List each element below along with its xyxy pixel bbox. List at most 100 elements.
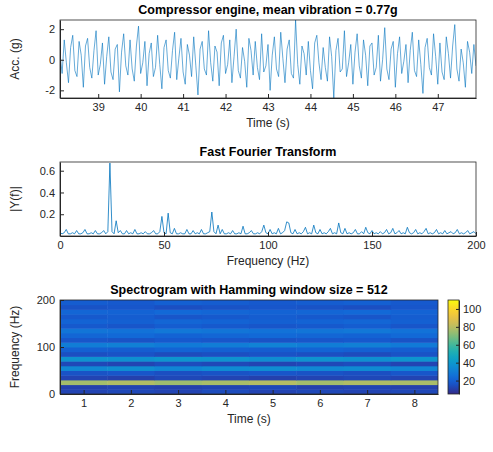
heatmap-cell: [344, 319, 392, 324]
heatmap-cell: [107, 305, 155, 310]
heatmap-cell: [155, 333, 203, 338]
heatmap-cell: [296, 361, 344, 366]
heatmap-cell: [249, 375, 297, 380]
y-tick-mark: [60, 29, 64, 30]
heatmap-cell: [107, 324, 155, 329]
x-axis-line: [61, 236, 477, 237]
x-axis-title: Frequency (Hz): [227, 254, 310, 268]
x-tick: 7: [365, 390, 371, 409]
y-tick-label: 0.4: [40, 186, 55, 198]
heatmap-cell: [202, 385, 250, 390]
heatmap-cell: [107, 366, 155, 371]
y-tick-label: 0: [49, 388, 55, 400]
heatmap-cell: [296, 366, 344, 371]
y-tick: 200: [37, 294, 64, 306]
x-tick-mark: [164, 232, 165, 236]
heatmap-cell: [391, 333, 438, 338]
heatmap-cell: [344, 347, 392, 352]
heatmap-cell: [344, 356, 392, 361]
x-tick-mark: [395, 94, 396, 98]
heatmap-cell: [107, 342, 155, 347]
heatmap-cell: [296, 371, 344, 376]
x-axis-line: [61, 394, 439, 395]
x-tick-label: 39: [93, 101, 105, 113]
chart-title: Compressor engine, mean vibration = 0.77…: [138, 3, 397, 17]
heatmap-cell: [344, 352, 392, 357]
x-tick: 45: [347, 94, 359, 113]
colorbar-tick-label: 40: [463, 357, 475, 369]
x-tick-label: 6: [317, 397, 323, 409]
plot-frame: [60, 20, 476, 98]
x-tick-mark: [225, 390, 226, 394]
heatmap-cell: [202, 375, 250, 380]
x-axis: 050100150200: [57, 232, 485, 251]
heatmap-cell: [155, 371, 203, 376]
heatmap-cell: [202, 389, 250, 394]
heatmap-cell: [344, 305, 392, 310]
heatmap-cell: [60, 305, 108, 310]
heatmap-cell: [60, 356, 108, 361]
y-axis-line: [60, 21, 61, 99]
colorbar-tick-mark: [456, 345, 459, 346]
heatmap-cell: [296, 338, 344, 343]
heatmap-cell: [296, 319, 344, 324]
heatmap-cell: [60, 389, 108, 394]
plot-frame: [60, 300, 438, 394]
heatmap-cell: [344, 389, 392, 394]
x-tick-label: 46: [390, 101, 402, 113]
heatmap-cell: [107, 361, 155, 366]
heatmap-cell: [391, 366, 438, 371]
x-tick: 3: [176, 390, 182, 409]
colorbar-tick-mark: [456, 327, 459, 328]
x-tick-label: 5: [270, 397, 276, 409]
heatmap-cell: [296, 305, 344, 310]
x-tick: 50: [158, 232, 170, 251]
heatmap-cell: [391, 356, 438, 361]
x-tick-mark: [98, 94, 99, 98]
x-tick: 39: [93, 94, 105, 113]
y-tick: 0: [49, 388, 64, 400]
x-tick: 40: [135, 94, 147, 113]
y-axis: 0 100 200: [37, 294, 64, 400]
heatmap-cell: [296, 333, 344, 338]
x-tick: 41: [177, 94, 189, 113]
x-tick-mark: [226, 94, 227, 98]
x-tick-mark: [414, 390, 415, 394]
plot-frame: [60, 162, 476, 236]
heatmap-cell: [249, 380, 297, 385]
y-tick-mark: [60, 90, 64, 91]
heatmap-cell: [202, 371, 250, 376]
x-axis-title: Time (s): [227, 412, 271, 426]
heatmap-cell: [249, 356, 297, 361]
x-tick-mark: [438, 94, 439, 98]
heatmap-cell: [202, 352, 250, 357]
heatmap-cell: [391, 328, 438, 333]
heatmap-cell: [60, 333, 108, 338]
heatmap-cell: [391, 347, 438, 352]
x-tick-label: 42: [220, 101, 232, 113]
y-tick-label: 100: [37, 341, 55, 353]
x-tick-label: 50: [158, 239, 170, 251]
heatmap-cell: [60, 361, 108, 366]
heatmap-cell: [107, 333, 155, 338]
heatmap-cell: [155, 305, 203, 310]
heatmap-cell: [391, 309, 438, 314]
x-tick-label: 200: [467, 239, 485, 251]
x-tick-mark: [273, 390, 274, 394]
heatmap-cell: [155, 342, 203, 347]
x-tick: 44: [305, 94, 317, 113]
heatmap-cell: [391, 352, 438, 357]
heatmap-cell: [60, 338, 108, 343]
heatmap-cell: [249, 314, 297, 319]
heatmap-cell: [296, 352, 344, 357]
y-axis-line: [60, 163, 61, 237]
heatmap-cell: [202, 300, 250, 305]
heatmap-cell: [60, 324, 108, 329]
heatmap-cell: [391, 361, 438, 366]
x-tick-label: 1: [81, 397, 87, 409]
heatmap-cell: [249, 338, 297, 343]
x-axis-title: Time (s): [246, 116, 290, 130]
heatmap-cell: [391, 371, 438, 376]
heatmap-cell: [60, 342, 108, 347]
heatmap-cell: [107, 389, 155, 394]
